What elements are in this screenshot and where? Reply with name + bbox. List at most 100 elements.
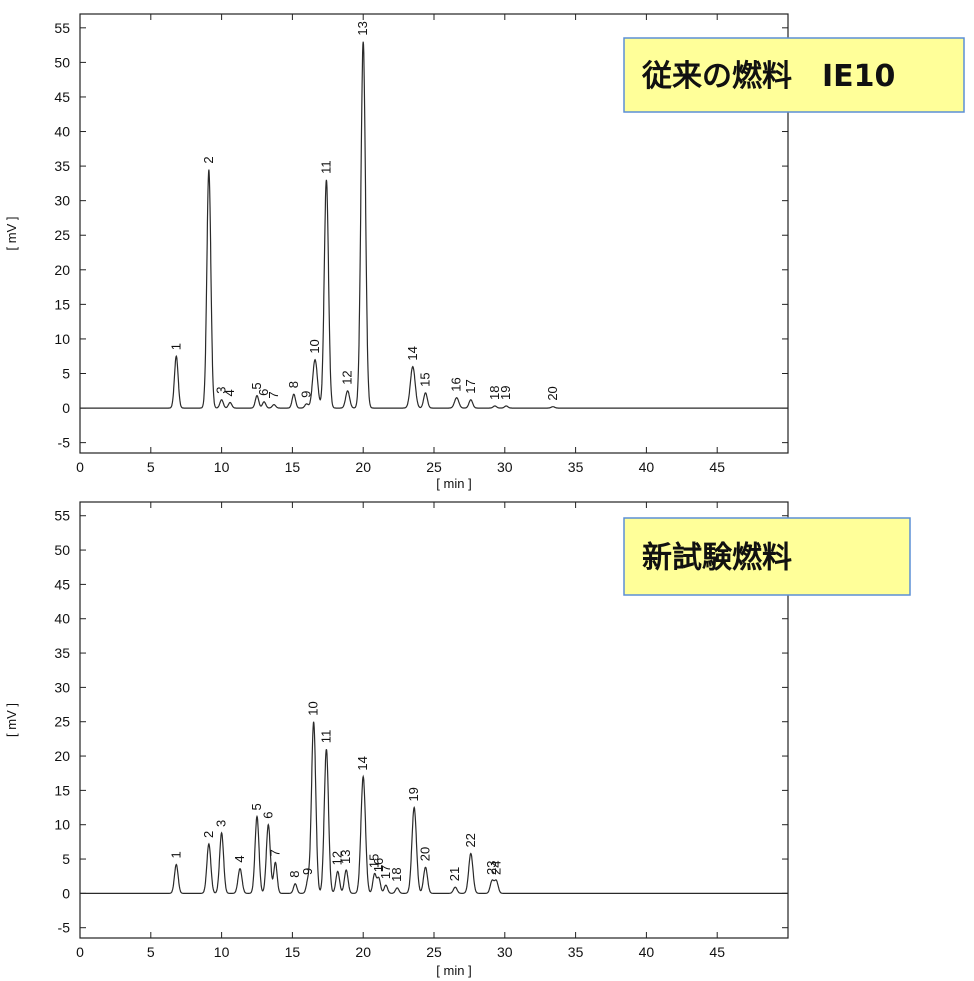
peak-label: 3 [214, 387, 229, 394]
peak-label: 4 [222, 389, 237, 396]
x-tick-label: 20 [355, 459, 371, 475]
y-tick-label: -5 [58, 435, 71, 451]
x-tick-label: 15 [285, 459, 301, 475]
peak-label: 17 [378, 865, 393, 879]
x-tick-label: 0 [76, 459, 84, 475]
y-tick-label: 20 [54, 748, 70, 764]
x-tick-label: 25 [426, 944, 442, 960]
peak-label: 18 [487, 386, 502, 400]
x-axis-title: [ min ] [436, 963, 471, 978]
peak-label: 8 [287, 871, 302, 878]
peak-label: 5 [249, 382, 264, 389]
peak-label: 7 [267, 849, 282, 856]
peak-label: 11 [318, 160, 333, 174]
peak-label: 16 [449, 377, 464, 391]
peak-label: 20 [545, 386, 560, 400]
peak-label: 9 [299, 391, 314, 398]
y-tick-label: 25 [54, 714, 70, 730]
axis-ticks: 0 5 10 15 20 25 30 35 40 45-505101520253035404550… [54, 14, 788, 475]
y-axis-title: [ mV ] [4, 217, 19, 251]
y-tick-label: 45 [54, 576, 70, 592]
x-tick-label: 25 [426, 459, 442, 475]
x-tick-label: 45 [709, 459, 725, 475]
x-tick-label: 10 [214, 459, 230, 475]
peak-label: 20 [418, 847, 433, 861]
y-tick-label: 40 [54, 611, 70, 627]
peak-label: 19 [406, 787, 421, 801]
peak-label: 7 [266, 391, 281, 398]
y-tick-label: 50 [54, 542, 70, 558]
y-tick-label: 55 [54, 508, 70, 524]
peak-label: 22 [463, 833, 478, 847]
peak-label: 21 [447, 867, 462, 881]
peak-label: 10 [307, 339, 322, 353]
y-tick-label: 35 [54, 158, 70, 174]
peak-label: 24 [488, 861, 503, 875]
chromatogram-bottom: 0 5 10 15 20 25 30 35 40 45-505101520253035404550… [4, 501, 911, 978]
fuel-label-text: 新試験燃料 [642, 541, 792, 576]
x-tick-label: 20 [355, 944, 371, 960]
y-tick-label: 5 [62, 365, 70, 381]
y-tick-label: 35 [54, 645, 70, 661]
peak-label: 16 [371, 858, 386, 872]
peak-label: 10 [306, 701, 321, 715]
peak-label: 1 [168, 851, 183, 858]
peak-label: 11 [318, 730, 333, 744]
peak-label: 2 [201, 831, 216, 838]
peak-label: 13 [355, 21, 370, 35]
peak-label: 13 [338, 850, 353, 864]
peak-label: 14 [355, 756, 370, 770]
x-axis-title: [ min ] [436, 476, 471, 491]
x-tick-label: 5 [147, 459, 155, 475]
peak-label: 12 [330, 851, 345, 865]
x-tick-label: 35 [568, 459, 584, 475]
peak-label: 9 [300, 868, 315, 875]
x-tick-label: 30 [497, 459, 513, 475]
x-tick-label: 40 [639, 459, 655, 475]
x-tick-label: 40 [639, 944, 655, 960]
y-tick-label: 15 [54, 296, 70, 312]
y-tick-label: 50 [54, 54, 70, 70]
y-tick-label: 0 [62, 400, 70, 416]
peak-label: 19 [498, 386, 513, 400]
x-tick-label: 5 [147, 944, 155, 960]
peak-label: 14 [405, 346, 420, 360]
x-tick-label: 30 [497, 944, 513, 960]
y-tick-label: 25 [54, 227, 70, 243]
fuel-label-box [623, 37, 965, 113]
peak-label: 6 [260, 811, 275, 818]
x-tick-label: 35 [568, 944, 584, 960]
peak-label: 1 [168, 343, 183, 350]
x-tick-label: 15 [285, 944, 301, 960]
y-tick-label: 0 [62, 885, 70, 901]
peak-label: 2 [201, 156, 216, 163]
y-tick-label: 10 [54, 817, 70, 833]
y-tick-label: 30 [54, 679, 70, 695]
peak-label: 15 [418, 372, 433, 386]
y-tick-label: 55 [54, 20, 70, 36]
peak-label: 4 [232, 855, 247, 862]
y-tick-label: 15 [54, 782, 70, 798]
y-tick-label: 20 [54, 262, 70, 278]
y-axis-title: [ mV ] [4, 703, 19, 737]
fuel-label-box [623, 517, 911, 596]
y-tick-label: 45 [54, 89, 70, 105]
y-tick-label: 5 [62, 851, 70, 867]
peak-label: 6 [256, 389, 271, 396]
peak-label: 15 [367, 854, 382, 868]
peak-label: 12 [340, 370, 355, 384]
y-tick-label: 10 [54, 331, 70, 347]
peak-label: 18 [389, 867, 404, 881]
y-tick-label: 30 [54, 193, 70, 209]
x-tick-label: 0 [76, 944, 84, 960]
peak-label: 5 [249, 803, 264, 810]
y-tick-label: 40 [54, 124, 70, 140]
fuel-label-text: 従来の燃料 IE10 [641, 59, 895, 94]
chromatogram-trace [80, 41, 788, 409]
chromatogram-top: 0 5 10 15 20 25 30 35 40 45-505101520253035404550… [4, 13, 965, 491]
peak-label: 17 [463, 379, 478, 393]
peak-label: 3 [214, 820, 229, 827]
